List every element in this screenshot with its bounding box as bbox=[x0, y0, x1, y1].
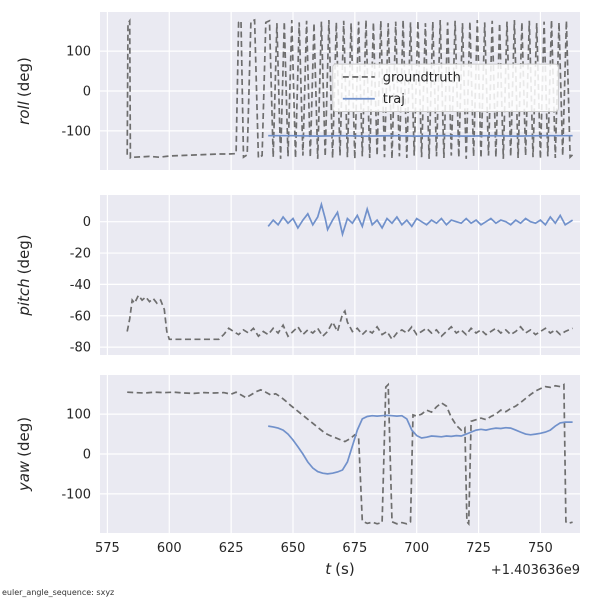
x-axis-label: t (s) bbox=[325, 560, 354, 578]
x-tick-label: 650 bbox=[281, 541, 306, 556]
y-tick-label: 0 bbox=[83, 448, 91, 463]
x-tick-label: 625 bbox=[219, 541, 244, 556]
x-tick-label: 700 bbox=[404, 541, 429, 556]
axis-offset-text: +1.403636e9 bbox=[491, 563, 580, 578]
y-tick-label: 0 bbox=[83, 85, 91, 100]
y-tick-label: -100 bbox=[61, 487, 91, 502]
y-tick-label: -100 bbox=[61, 124, 91, 139]
legend bbox=[332, 63, 559, 113]
y-tick-label: -60 bbox=[70, 309, 91, 324]
y-tick-label: -20 bbox=[70, 247, 91, 262]
y-tick-label: -40 bbox=[70, 278, 91, 293]
y-tick-label: 100 bbox=[66, 45, 91, 60]
y-tick-label: 100 bbox=[66, 408, 91, 423]
y-tick-label: 0 bbox=[83, 215, 91, 230]
x-tick-label: 725 bbox=[466, 541, 491, 556]
series-groundtruth bbox=[126, 293, 573, 341]
x-tick-label: 600 bbox=[157, 541, 182, 556]
y-axis-label: pitch(deg) bbox=[15, 234, 33, 316]
x-tick-label: 675 bbox=[342, 541, 367, 556]
y-axis-label: roll(deg) bbox=[15, 57, 33, 125]
series-traj bbox=[268, 414, 573, 475]
euler-sequence-caption: euler_angle_sequence: sxyz bbox=[2, 588, 115, 597]
x-tick-label: 750 bbox=[528, 541, 553, 556]
y-axis-label: yaw(deg) bbox=[15, 417, 33, 492]
series-traj bbox=[267, 201, 574, 238]
x-tick-label: 575 bbox=[95, 541, 120, 556]
y-tick-label: -80 bbox=[70, 341, 91, 356]
legend-label-groundtruth: groundtruth bbox=[383, 70, 461, 85]
legend-label-traj: traj bbox=[383, 92, 405, 107]
series-groundtruth bbox=[127, 382, 573, 526]
